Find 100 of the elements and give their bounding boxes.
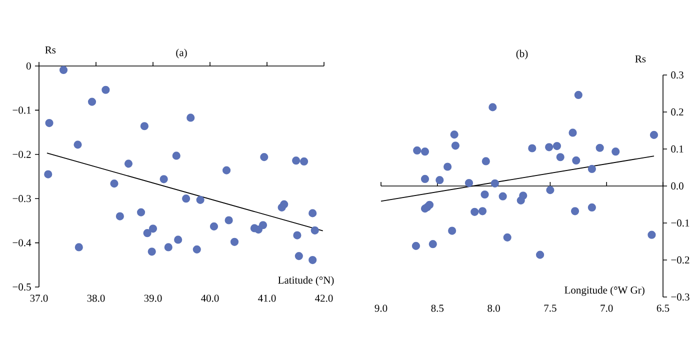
point: [116, 212, 124, 220]
x-tick-label: 9.0: [374, 304, 388, 312]
x-tick-label: 41.0: [258, 294, 276, 302]
point: [210, 222, 218, 230]
y-axis-title: Rs: [45, 46, 56, 54]
y-tick-label: −0.2: [12, 150, 31, 158]
point: [192, 245, 201, 254]
point: [612, 148, 620, 156]
point: [546, 186, 554, 194]
point: [136, 208, 146, 216]
y2-tick-label: −0.1: [671, 219, 690, 227]
point: [74, 243, 83, 252]
point: [588, 164, 596, 174]
point: [300, 157, 308, 166]
y2-tick-label: 0.1: [671, 145, 684, 153]
point: [110, 180, 118, 188]
point: [148, 248, 156, 256]
point: [308, 209, 317, 218]
point: [428, 240, 437, 248]
x-tick-label: 37.0: [30, 294, 48, 302]
point: [230, 238, 239, 246]
point: [470, 208, 479, 216]
point: [160, 175, 168, 184]
point: [59, 66, 68, 74]
x-tick-label: 42.0: [315, 294, 333, 302]
point: [308, 256, 317, 264]
point: [280, 200, 288, 208]
point: [490, 179, 499, 188]
point: [420, 174, 430, 184]
point: [488, 103, 497, 112]
point: [413, 146, 422, 155]
x-axis-title: Longitude (°W Gr): [564, 286, 644, 296]
point: [545, 143, 554, 152]
point: [519, 192, 528, 200]
point: [224, 216, 233, 224]
point: [186, 114, 195, 122]
x-tick-label: 39.0: [144, 294, 162, 302]
point: [258, 221, 268, 230]
point: [503, 233, 512, 242]
point: [102, 86, 110, 94]
point: [436, 176, 444, 184]
point: [572, 156, 580, 165]
point: [294, 252, 303, 260]
point: [588, 203, 596, 212]
point: [498, 192, 507, 200]
point: [570, 207, 580, 216]
point: [143, 229, 152, 238]
x-tick-label: 8.0: [488, 304, 500, 312]
y-tick-label: −0.5: [12, 283, 31, 291]
y2-tick-label: 0.0: [671, 182, 684, 190]
chart-title: (a): [176, 48, 187, 58]
x-tick-label: 7.0: [600, 304, 613, 312]
point: [196, 196, 204, 204]
y2-axis-title: Rs: [635, 55, 646, 62]
point: [480, 190, 489, 199]
y-tick-label: −0.4: [12, 239, 32, 246]
point: [482, 157, 490, 166]
point: [552, 142, 562, 150]
point: [425, 200, 434, 209]
point: [596, 144, 604, 152]
y2-tick-label: 0.3: [671, 71, 684, 79]
y2-tick-label: −0.3: [671, 293, 690, 301]
point: [464, 178, 474, 188]
y-tick-label: 0: [26, 62, 31, 70]
point: [254, 225, 262, 234]
x-tick-label: 38.0: [87, 294, 105, 302]
point: [451, 142, 460, 150]
point: [650, 130, 658, 139]
point: [74, 140, 82, 149]
y2-tick-label: 0.2: [671, 108, 684, 116]
y-tick-label: −0.1: [12, 106, 31, 114]
y-tick-label: −0.3: [12, 195, 31, 202]
point: [124, 160, 133, 168]
point: [444, 162, 452, 171]
point: [172, 152, 180, 160]
x-tick-label: 40.0: [201, 294, 219, 302]
point: [478, 207, 487, 216]
chart-title: (b): [516, 50, 528, 60]
point: [648, 230, 656, 239]
x-axis-title: Latitude (°N): [278, 276, 334, 286]
point: [568, 128, 577, 137]
x-tick-label: 7.5: [544, 304, 556, 312]
point: [174, 236, 182, 244]
point: [448, 226, 456, 235]
point: [556, 153, 564, 162]
point: [164, 243, 172, 252]
x-tick-label: 8.5: [431, 304, 444, 312]
point: [45, 118, 54, 128]
point: [528, 144, 536, 152]
point: [536, 250, 544, 259]
x-tick-label: 6.5: [656, 304, 670, 312]
point: [412, 242, 420, 250]
point: [310, 226, 319, 234]
point: [88, 98, 96, 106]
point: [574, 90, 582, 100]
point: [148, 224, 158, 233]
point: [260, 153, 268, 162]
point: [420, 148, 430, 156]
point: [293, 231, 302, 240]
point: [182, 194, 190, 203]
